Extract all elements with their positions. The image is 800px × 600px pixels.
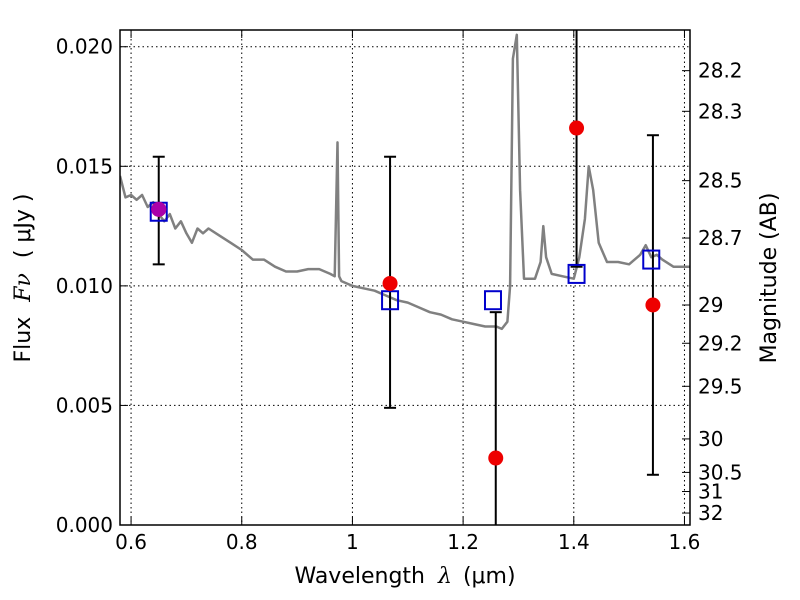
plot-frame [119,29,691,526]
y2-tick-label: 32 [698,501,723,525]
model-square-marker [483,290,502,311]
y2-tick-label: 29.2 [698,331,743,355]
x-tick-label: 0.8 [226,530,258,554]
y2-tick-label: 28.2 [698,59,743,83]
observed-circle-marker [569,120,585,136]
y-tick-label: 0.000 [56,513,113,537]
y2-tick-label: 28.3 [698,99,743,123]
y2-tick-label: 28.5 [698,169,743,193]
observed-circle-marker [645,297,661,313]
x-tick-label: 1.2 [447,530,479,554]
y2-tick-label: 29.5 [698,374,743,398]
y-axis-label: Flux Fν ( μJy ) [11,193,36,362]
y2-tick-label: 28.7 [698,226,743,250]
y2-tick-label: 30.5 [698,460,743,484]
grid-lines [120,30,690,526]
x-axis-label: Wavelength λ (μm) [294,564,515,589]
y2-tick-label: 31 [698,480,723,504]
observed-circle-marker [488,450,504,466]
spectrum-line [120,33,690,331]
axis-ticks: 0.6 0.8 1 1.2 1.4 1.6 0.000 0.005 0.010 0.015 0.02… [56,30,743,554]
model-square-marker [381,290,400,311]
model-square-marker [642,249,661,270]
y-tick-label: 0.020 [56,35,113,59]
data-markers [149,120,661,466]
x-tick-label: 0.6 [115,530,147,554]
y2-tick-label: 30 [698,427,723,451]
x-tick-label: 1.4 [558,530,590,554]
y2-tick-label: 29 [698,293,723,317]
y-tick-label: 0.010 [56,274,113,298]
error-bars [152,30,659,525]
spectrum-series [120,33,690,331]
model-square-marker [567,263,586,284]
x-tick-label: 1.6 [669,530,701,554]
y-tick-label: 0.005 [56,393,113,417]
x-tick-label: 1 [346,530,359,554]
y2-axis-label: Magnitude (AB) [757,193,782,364]
y-tick-label: 0.015 [56,154,113,178]
observed-circle-marker [382,275,398,291]
overlap-circle-marker [151,201,167,217]
